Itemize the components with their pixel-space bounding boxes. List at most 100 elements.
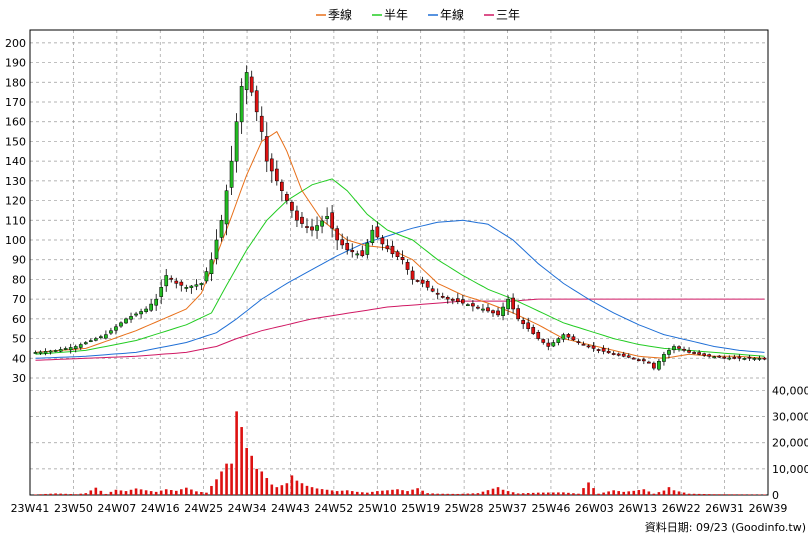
volume-bar bbox=[521, 493, 525, 495]
volume-bar bbox=[697, 493, 701, 495]
candle-body bbox=[154, 298, 159, 306]
volume-bar bbox=[164, 489, 168, 495]
time-axis: 23W41 23W50 24W07 24W16 24W25 24W34 24W43 24W52… bbox=[11, 502, 788, 515]
volume-bar bbox=[34, 494, 37, 495]
candle-body bbox=[641, 359, 646, 362]
candle-body bbox=[546, 342, 551, 347]
candle-body bbox=[295, 210, 299, 221]
candle-body bbox=[335, 228, 340, 241]
volume-bar bbox=[54, 493, 57, 495]
candle-body bbox=[370, 229, 375, 244]
candle-body bbox=[647, 361, 651, 364]
volume-bar bbox=[230, 463, 233, 495]
time-tick-label: 26W03 bbox=[575, 502, 614, 515]
volume-bar bbox=[612, 490, 615, 495]
candle-body bbox=[239, 85, 244, 123]
candle-body bbox=[621, 353, 626, 357]
volume-bar bbox=[325, 489, 329, 495]
volume-bar bbox=[642, 489, 646, 495]
candle-body bbox=[99, 336, 103, 339]
candle-body bbox=[330, 212, 334, 229]
candle-body bbox=[616, 353, 621, 356]
plot-frame bbox=[29, 29, 769, 496]
moving-average-lines bbox=[35, 130, 765, 361]
volume-bar bbox=[763, 494, 766, 495]
candle-body bbox=[285, 194, 289, 201]
candle-body bbox=[144, 308, 148, 312]
candle-body bbox=[566, 334, 571, 338]
price-tick-label: 180 bbox=[5, 76, 26, 89]
volume-bar bbox=[391, 489, 394, 495]
volume-bar bbox=[662, 490, 666, 495]
candle-body bbox=[390, 245, 395, 255]
candle-body bbox=[581, 343, 586, 346]
chart-legend: 季線 半年 年線 三年 bbox=[316, 7, 520, 22]
candle-body bbox=[400, 257, 405, 260]
volume-bar bbox=[753, 494, 756, 495]
candle-body bbox=[310, 226, 314, 231]
volume-bar bbox=[456, 493, 460, 495]
volume-bar bbox=[491, 488, 495, 495]
candle-body bbox=[536, 332, 541, 339]
volume-bar bbox=[205, 492, 208, 495]
volume-bar bbox=[220, 471, 223, 495]
legend-label: 年線 bbox=[440, 7, 464, 22]
candle-body bbox=[712, 356, 717, 359]
volume-bar bbox=[290, 475, 294, 495]
price-axis: 30 40 50 60 70 80 90 100 110 120 130 140 150 160 170 18… bbox=[5, 37, 26, 385]
volume-bar bbox=[195, 491, 198, 495]
time-tick-label: 25W28 bbox=[445, 502, 484, 515]
volume-bars bbox=[34, 411, 766, 495]
time-tick-label: 23W41 bbox=[11, 502, 50, 515]
volume-tick-label: 30,000 bbox=[772, 411, 808, 424]
volume-bar bbox=[657, 492, 661, 495]
volume-bar bbox=[587, 482, 590, 495]
candle-body bbox=[174, 280, 179, 284]
price-tick-label: 160 bbox=[5, 116, 26, 129]
time-tick-label: 24W43 bbox=[271, 502, 310, 515]
candle-body bbox=[657, 360, 661, 370]
volume-bar bbox=[215, 479, 218, 495]
candle-body bbox=[561, 334, 566, 340]
volume-bar bbox=[506, 491, 510, 495]
candle-body bbox=[476, 306, 480, 309]
candle-body bbox=[420, 279, 425, 284]
volume-axis: 0 10,000 20,000 30,000 40,000 bbox=[772, 384, 808, 502]
volume-bar bbox=[366, 492, 369, 495]
volume-bar bbox=[486, 490, 490, 495]
candle-body bbox=[682, 348, 686, 351]
volume-bar bbox=[597, 493, 600, 495]
volume-bar bbox=[260, 471, 264, 495]
volume-bar bbox=[149, 491, 153, 495]
candle-body bbox=[591, 345, 596, 349]
candle-body bbox=[496, 310, 500, 316]
volume-bar bbox=[536, 492, 540, 495]
candle-body bbox=[124, 318, 128, 324]
volume-bar bbox=[607, 491, 610, 495]
volume-bar bbox=[185, 487, 188, 495]
candle-body bbox=[440, 296, 445, 298]
volume-bar bbox=[627, 491, 631, 495]
volume-bar bbox=[270, 484, 274, 495]
volume-bar bbox=[531, 492, 535, 495]
candle-body bbox=[68, 347, 73, 351]
candle-body bbox=[697, 352, 701, 355]
volume-bar bbox=[174, 490, 178, 495]
candle-body bbox=[672, 346, 676, 351]
candle-body bbox=[169, 277, 174, 280]
candle-body bbox=[184, 287, 189, 289]
candle-body bbox=[355, 253, 360, 256]
volume-bar bbox=[335, 491, 339, 495]
candle-body bbox=[360, 250, 365, 257]
candle-body bbox=[606, 350, 611, 354]
volume-bar bbox=[49, 493, 52, 495]
volume-bar bbox=[39, 494, 42, 495]
candle-body bbox=[114, 326, 118, 331]
candle-body bbox=[249, 76, 254, 93]
volume-bar bbox=[516, 493, 520, 495]
candle-body bbox=[415, 280, 420, 282]
volume-bar bbox=[295, 480, 299, 495]
candle-body bbox=[274, 168, 279, 182]
candle-body bbox=[481, 308, 485, 311]
volume-bar bbox=[159, 490, 163, 495]
